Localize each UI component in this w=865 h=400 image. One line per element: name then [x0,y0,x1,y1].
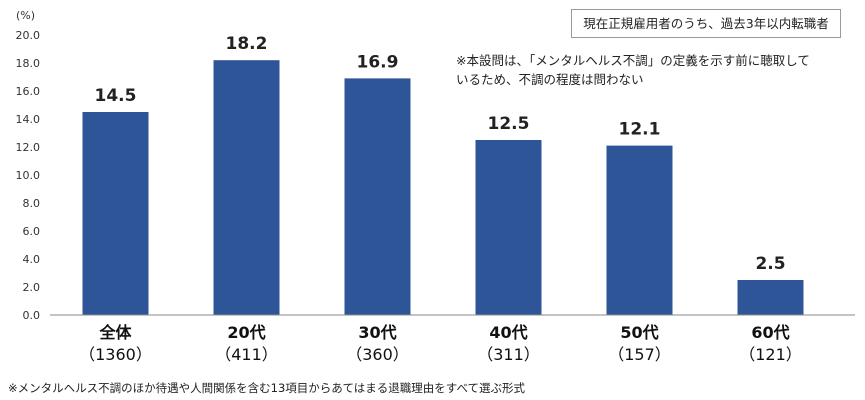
data-label: 2.5 [755,254,785,274]
bar [213,60,280,316]
data-labels: 14.5 18.2 16.9 12.5 12.1 2.5 [95,34,786,274]
x-category-label: 30代 [358,323,396,342]
x-category-sample-size: （411） [215,345,278,364]
x-axis-categories: 全体 （1360） 20代 （411） 30代 （360） 40代 （311） 50代 （157）… [79,323,802,364]
y-tick-label: 12.0 [16,141,41,154]
x-category-label: 全体 [98,323,132,342]
respondent-scope-label: 現在正規雇用者のうち、過去3年以内転職者 [571,9,841,38]
x-category-label: 60代 [751,323,789,342]
x-category-label: 40代 [489,323,527,342]
survey-note-line-1: ※本設問は、「メンタルヘルス不調」の定義を示す前に聴取して [456,53,810,68]
y-tick-label: 10.0 [16,169,41,182]
y-tick-label: 18.0 [16,57,41,70]
bar [475,140,542,315]
x-category-sample-size: （157） [608,345,671,364]
x-category-label: 50代 [620,323,658,342]
y-axis-ticks: 0.0 2.0 4.0 6.0 8.0 10.0 12.0 14.0 16.0 18.0 20.0 [16,29,41,322]
footnote: ※メンタルヘルス不調のほか待遇や人間関係を含む13項目からあてはまる退職理由をす… [8,381,526,395]
data-label: 12.5 [488,114,530,134]
survey-note: ※本設問は、「メンタルヘルス不調」の定義を示す前に聴取して いるため、不調の程度… [456,51,856,89]
x-category-sample-size: （1360） [79,345,152,364]
y-tick-label: 2.0 [23,281,41,294]
y-tick-label: 4.0 [23,253,41,266]
bar [82,112,149,315]
x-category-sample-size: （121） [739,345,802,364]
bar [737,280,804,315]
data-label: 14.5 [95,86,137,106]
x-category-label: 20代 [227,323,265,342]
y-axis-unit: (%) [16,9,36,22]
bar [344,78,411,316]
y-tick-label: 14.0 [16,113,41,126]
y-tick-label: 16.0 [16,85,41,98]
x-category-sample-size: （311） [477,345,540,364]
data-label: 12.1 [619,120,661,140]
y-tick-label: 0.0 [23,309,41,322]
x-category-sample-size: （360） [346,345,409,364]
y-tick-label: 6.0 [23,225,41,238]
bars [82,60,804,316]
y-tick-label: 20.0 [16,29,41,42]
data-label: 16.9 [357,52,399,72]
survey-note-line-2: いるため、不調の程度は問わない [456,72,644,87]
data-label: 18.2 [226,34,268,54]
bar [606,145,673,315]
y-tick-label: 8.0 [23,197,41,210]
